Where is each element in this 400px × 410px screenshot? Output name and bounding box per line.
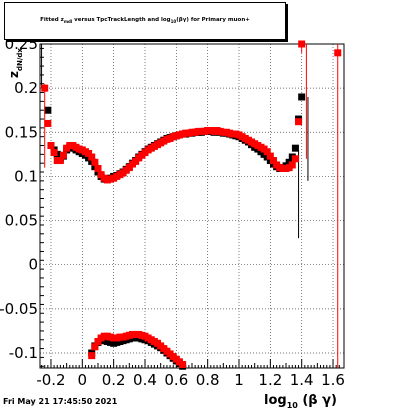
data-point xyxy=(91,158,99,166)
data-point xyxy=(298,40,306,48)
data-point xyxy=(266,152,274,160)
timestamp-label: Fri May 21 17:45:50 2021 xyxy=(3,397,118,406)
data-point xyxy=(291,155,299,163)
data-point xyxy=(125,164,133,172)
data-point xyxy=(94,164,102,172)
data-point xyxy=(295,118,303,126)
y-tick-label: -0.05 xyxy=(0,300,38,318)
x-tick-label: 0.4 xyxy=(133,371,157,389)
x-tick-label: 0.6 xyxy=(164,371,188,389)
x-tick-label: 0.8 xyxy=(196,371,220,389)
data-point xyxy=(179,360,187,368)
axis-ticks xyxy=(40,47,340,368)
data-point xyxy=(132,157,140,165)
data-point xyxy=(60,151,68,159)
data-point xyxy=(94,338,102,346)
data-point xyxy=(85,149,93,157)
y-tick-label: 0.1 xyxy=(14,167,38,185)
y-tick-label: -0.1 xyxy=(9,344,38,362)
data-point xyxy=(334,49,342,57)
x-tick-label: 0 xyxy=(78,371,88,389)
chart-title-text: Fitted zmdl versus TpcTrackLength and lo… xyxy=(40,17,250,25)
series-red xyxy=(41,40,342,368)
y-tick-label: 0 xyxy=(28,256,38,274)
x-tick-label: -0.2 xyxy=(36,371,65,389)
data-point xyxy=(44,119,52,127)
data-point xyxy=(97,171,105,179)
data-point xyxy=(298,93,306,101)
x-tick-label: 1.2 xyxy=(258,371,282,389)
data-point xyxy=(91,343,99,351)
data-point xyxy=(288,161,296,169)
data-point xyxy=(50,149,58,157)
data-point xyxy=(88,352,96,360)
x-tick-label: 1.6 xyxy=(321,371,345,389)
y-tick-label: 0.2 xyxy=(14,79,38,97)
data-point xyxy=(88,153,96,161)
y-tick-label: 0.15 xyxy=(5,123,38,141)
data-point xyxy=(44,106,52,114)
y-tick-label: 0.05 xyxy=(5,212,38,230)
data-point xyxy=(47,142,55,150)
x-tick-label: 1 xyxy=(234,371,244,389)
data-point xyxy=(41,84,49,92)
x-tick-label: 1.4 xyxy=(290,371,314,389)
plot-area xyxy=(40,44,344,368)
data-point xyxy=(56,157,64,165)
data-point xyxy=(263,148,271,156)
data-point xyxy=(269,157,277,165)
x-tick-label: 0.2 xyxy=(102,371,126,389)
chart-title: Fitted zmdl versus TpcTrackLength and lo… xyxy=(4,2,286,40)
x-axis-title: log10 (β γ) xyxy=(264,393,337,410)
data-point xyxy=(291,144,299,152)
